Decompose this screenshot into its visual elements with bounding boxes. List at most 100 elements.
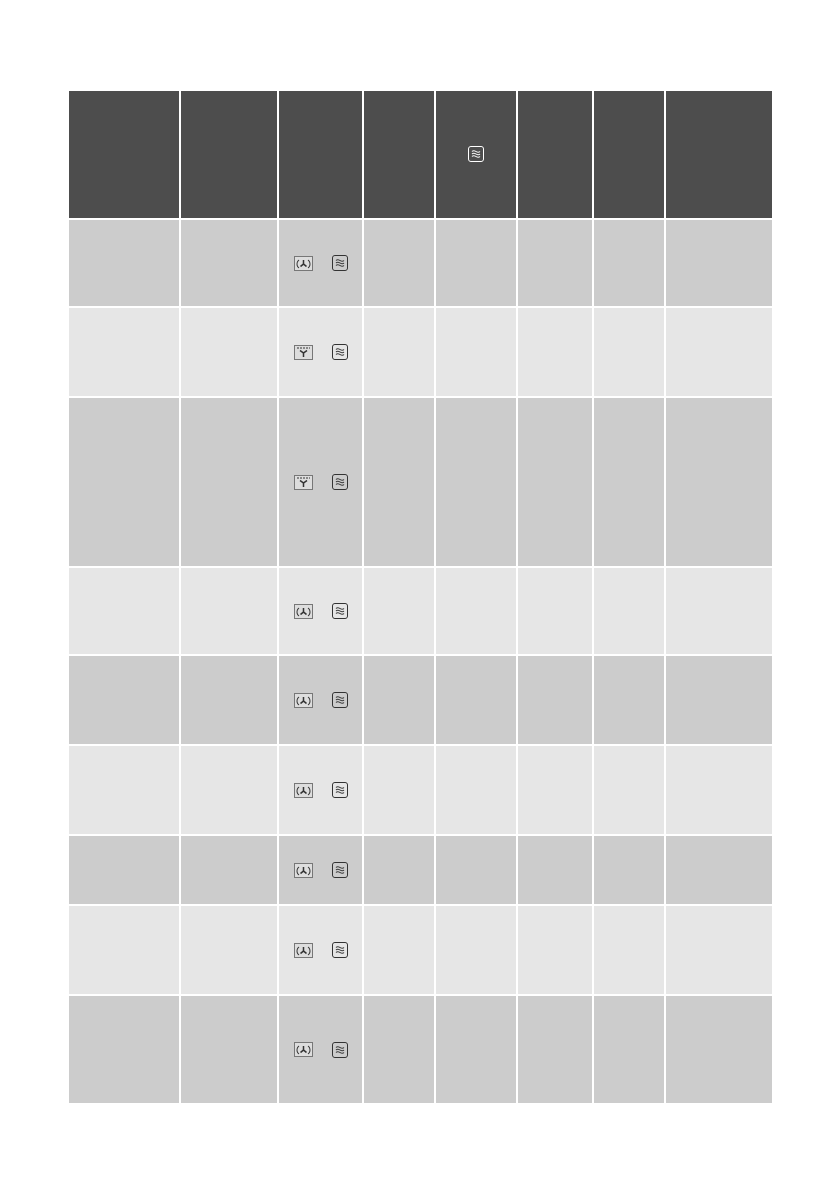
grill-fan-icon xyxy=(293,474,313,490)
table-cell xyxy=(364,746,434,834)
header-cell xyxy=(436,91,516,218)
header-cell xyxy=(279,91,362,218)
header-cell xyxy=(666,91,772,218)
table-cell xyxy=(181,656,277,744)
table-cell xyxy=(666,220,772,306)
table-cell xyxy=(364,220,434,306)
table-cell xyxy=(594,308,664,396)
fan-heating-icon xyxy=(293,1042,313,1057)
function-icons xyxy=(279,474,362,490)
microwave-icon xyxy=(331,344,348,360)
table-cell xyxy=(436,220,516,306)
microwave-icon xyxy=(468,146,484,163)
table-cell xyxy=(364,568,434,654)
table-cell xyxy=(69,836,179,904)
function-icons xyxy=(279,862,362,878)
fan-heating-icon xyxy=(293,692,313,708)
table-cell xyxy=(69,906,179,994)
fan-heating-icon xyxy=(293,782,313,798)
table-row xyxy=(69,220,772,306)
microwave-icon xyxy=(331,862,348,878)
table-cell xyxy=(181,996,277,1103)
table-cell xyxy=(518,398,592,566)
cooking-table xyxy=(67,89,774,1105)
fan-heating-icon xyxy=(293,255,313,271)
table-cell xyxy=(279,308,362,396)
table-cell xyxy=(594,568,664,654)
microwave-icon xyxy=(331,942,348,958)
microwave-icon xyxy=(331,1041,348,1058)
table-cell xyxy=(436,568,516,654)
function-icons xyxy=(279,344,362,360)
fan-heating-icon xyxy=(293,603,313,619)
table-cell xyxy=(436,398,516,566)
table-cell xyxy=(69,656,179,744)
table-cell xyxy=(279,568,362,654)
table-cell xyxy=(364,308,434,396)
table-cell xyxy=(181,836,277,904)
table-row xyxy=(69,656,772,744)
table-cell xyxy=(594,996,664,1103)
header-cell xyxy=(594,91,664,218)
table-cell xyxy=(594,220,664,306)
table-cell xyxy=(69,220,179,306)
table-cell xyxy=(666,656,772,744)
table-row xyxy=(69,906,772,994)
table-cell xyxy=(279,746,362,834)
table-row xyxy=(69,746,772,834)
fan-heating-icon xyxy=(293,862,313,878)
table-cell xyxy=(518,746,592,834)
table-cell xyxy=(594,836,664,904)
microwave-icon xyxy=(331,474,348,490)
table-cell xyxy=(279,996,362,1103)
table-cell xyxy=(518,656,592,744)
microwave-icon xyxy=(331,255,348,271)
table-cell xyxy=(518,836,592,904)
table-cell xyxy=(181,398,277,566)
table-row xyxy=(69,308,772,396)
microwave-icon xyxy=(331,782,348,798)
table-cell xyxy=(279,398,362,566)
table-cell xyxy=(181,746,277,834)
table-cell xyxy=(279,836,362,904)
table-cell xyxy=(594,746,664,834)
table-row xyxy=(69,398,772,566)
table-cell xyxy=(69,746,179,834)
table-cell xyxy=(436,996,516,1103)
function-icons xyxy=(279,255,362,271)
header-row xyxy=(69,91,772,218)
header-cell xyxy=(364,91,434,218)
table-cell xyxy=(518,906,592,994)
table-cell xyxy=(279,906,362,994)
table-cell xyxy=(666,836,772,904)
table-cell xyxy=(436,836,516,904)
table-cell xyxy=(279,656,362,744)
table-cell xyxy=(69,568,179,654)
header-cell xyxy=(69,91,179,218)
table-cell xyxy=(69,308,179,396)
table-cell xyxy=(364,996,434,1103)
table-cell xyxy=(436,308,516,396)
table-cell xyxy=(518,996,592,1103)
table-cell xyxy=(594,398,664,566)
fan-heating-icon xyxy=(293,942,313,958)
table-cell xyxy=(436,906,516,994)
table-cell xyxy=(666,568,772,654)
table-cell xyxy=(666,746,772,834)
table-cell xyxy=(364,656,434,744)
function-icons xyxy=(279,782,362,798)
function-icons xyxy=(279,603,362,619)
microwave-icon xyxy=(331,603,348,619)
table-cell xyxy=(436,656,516,744)
table-cell xyxy=(364,906,434,994)
table-cell xyxy=(181,308,277,396)
table-cell xyxy=(364,398,434,566)
table-cell xyxy=(666,308,772,396)
table-cell xyxy=(518,220,592,306)
table-cell xyxy=(69,398,179,566)
table-cell xyxy=(69,996,179,1103)
table-cell xyxy=(666,996,772,1103)
grill-fan-icon xyxy=(293,344,313,360)
table-cell xyxy=(594,656,664,744)
table-cell xyxy=(279,220,362,306)
